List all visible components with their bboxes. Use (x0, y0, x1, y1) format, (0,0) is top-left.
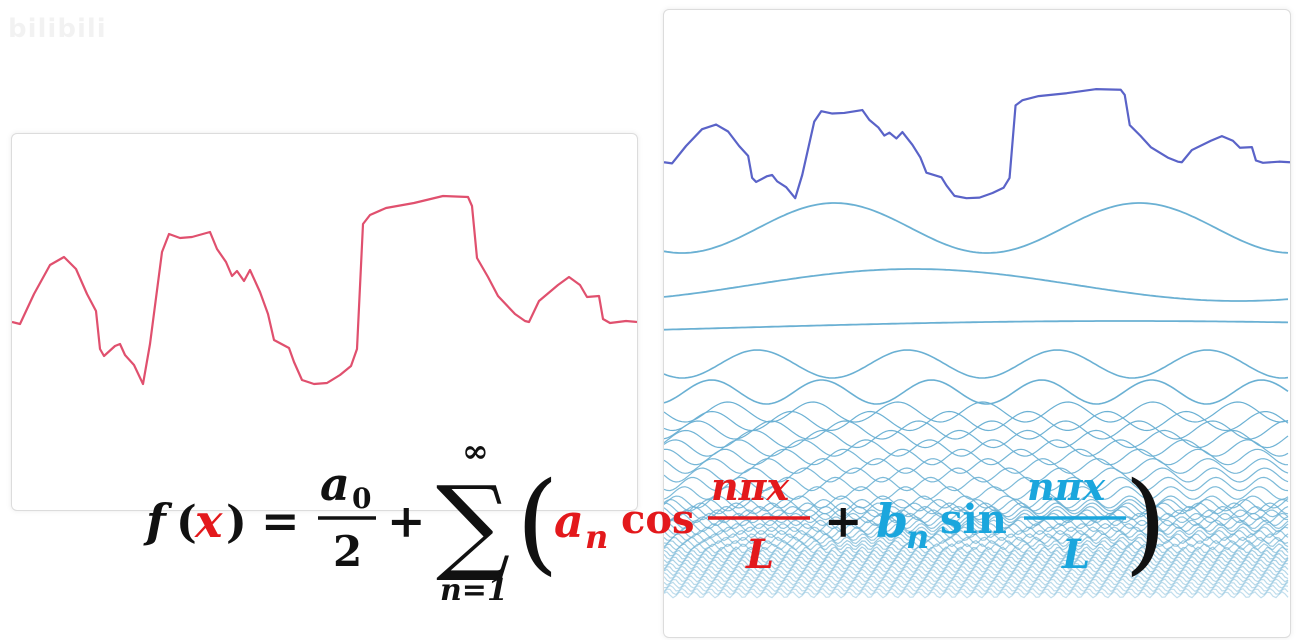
harmonic-wave (664, 543, 1289, 551)
harmonic-wave (664, 410, 1289, 432)
harmonic-wave (664, 476, 1289, 492)
harmonic-wave (664, 533, 1289, 542)
fourier-decomposition-plot (664, 88, 1290, 599)
harmonic-wave (664, 568, 1289, 577)
harmonic-wave (664, 495, 1289, 509)
harmonic-wave (664, 552, 1289, 561)
harmonic-wave (664, 575, 1289, 583)
harmonic-wave (664, 486, 1289, 500)
harmonic-wave (664, 555, 1289, 564)
harmonic-wave (664, 505, 1289, 518)
original-signal-line (12, 194, 637, 386)
harmonic-wave (664, 320, 1289, 331)
harmonic-wave (664, 379, 1289, 405)
harmonic-wave (664, 578, 1289, 586)
harmonic-wave (664, 516, 1289, 527)
harmonic-wave (664, 539, 1289, 548)
harmonic-wave (664, 457, 1289, 474)
bilibili-watermark: bilibili (8, 14, 107, 44)
original-signal-panel (11, 133, 638, 511)
harmonic-wave (664, 587, 1289, 596)
harmonic-wave (664, 448, 1289, 466)
formula-half-denominator: 2 (333, 527, 362, 576)
original-signal-plot (12, 194, 637, 386)
harmonic-wave (664, 536, 1289, 545)
harmonic-waves-group (664, 202, 1289, 599)
harmonic-wave (664, 562, 1289, 570)
harmonic-wave (664, 591, 1289, 599)
harmonic-wave (664, 571, 1289, 580)
harmonic-wave (664, 512, 1289, 524)
harmonic-wave (664, 584, 1289, 593)
harmonic-wave (664, 401, 1289, 423)
harmonic-wave (664, 429, 1289, 449)
formula-an-subscript: n (585, 518, 608, 556)
harmonic-wave (664, 565, 1289, 573)
harmonic-wave (664, 467, 1289, 483)
harmonic-wave (664, 509, 1289, 521)
harmonic-wave (664, 546, 1289, 554)
reconstructed-signal-line (664, 88, 1290, 200)
harmonic-wave (664, 549, 1289, 557)
harmonic-wave (664, 581, 1289, 589)
harmonic-wave (664, 202, 1289, 254)
harmonic-wave (664, 502, 1289, 515)
formula-sum-lower-limit: n=1 (440, 573, 508, 608)
harmonic-wave (664, 439, 1289, 457)
harmonic-wave (664, 519, 1289, 530)
harmonic-wave (664, 268, 1289, 302)
harmonic-wave (664, 349, 1289, 379)
harmonic-wave (664, 420, 1289, 440)
fourier-decomposition-panel (663, 9, 1291, 638)
